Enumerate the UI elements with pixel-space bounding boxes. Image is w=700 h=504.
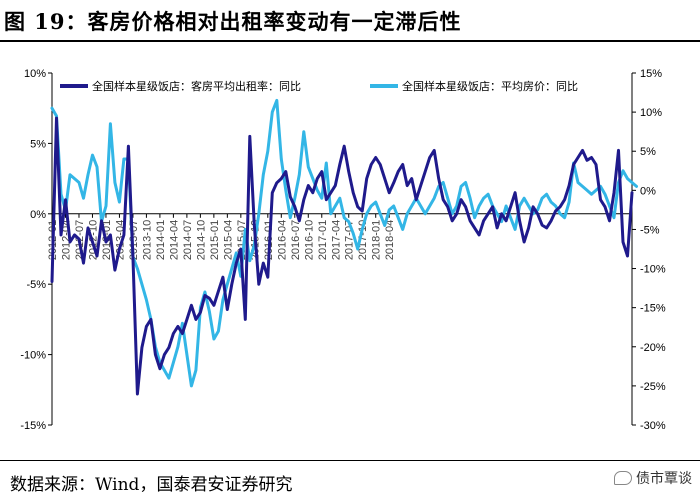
x-tick-label: 2013-10	[141, 220, 153, 260]
y-right-tick-label: -30%	[640, 420, 666, 432]
x-tick-label: 2016-07	[290, 220, 302, 260]
x-tick-label: 2014-10	[195, 220, 207, 260]
y-right-tick-label: -15%	[640, 303, 666, 315]
chart-axes: 10% 5% 0% -5% -10% -15% 15% 10% 5% 0% -5% -10% -15% -…	[20, 68, 666, 432]
x-tick-label: 2018-01	[371, 220, 383, 260]
x-tick-label: 2015-01	[209, 220, 221, 260]
y-right-tick-label: 15%	[640, 68, 662, 80]
source-note: 数据来源：Wind，国泰君安证券研究	[10, 475, 293, 495]
legend-label-2: 全国样本星级饭店：平均房价：同比	[402, 79, 578, 93]
y-right-tick-label: -25%	[640, 381, 666, 393]
y-left-tick-label: 10%	[24, 68, 46, 80]
chart-legend: 全国样本星级饭店：客房平均出租率：同比 全国样本星级饭店：平均房价：同比	[60, 79, 578, 93]
x-tick-label: 2017-01	[317, 220, 329, 260]
source-divider	[0, 460, 700, 461]
y-left-tick-label: -15%	[20, 420, 46, 432]
y-left-tick-label: -10%	[20, 350, 46, 362]
y-left-tick-label: 0%	[30, 209, 46, 221]
wechat-icon	[614, 471, 632, 485]
x-tick-label: 2016-10	[303, 220, 315, 260]
y-right-tick-label: 10%	[640, 107, 662, 119]
legend-label-1: 全国样本星级饭店：客房平均出租率：同比	[92, 79, 301, 93]
x-tick-label: 2017-10	[357, 220, 369, 260]
x-tick-label: 2014-04	[168, 220, 180, 260]
series-line-2	[50, 98, 638, 388]
x-tick-label: 2015-04	[222, 220, 234, 260]
x-tick-label: 2014-01	[155, 220, 167, 260]
chart-series	[50, 98, 638, 396]
y-right-tick-label: 5%	[640, 146, 656, 158]
watermark-text: 债市覃谈	[636, 471, 692, 487]
title-divider	[0, 40, 700, 42]
y-right-tick-label: -5%	[640, 224, 660, 236]
y-right-tick-label: -10%	[640, 264, 666, 276]
line-chart: 10% 5% 0% -5% -10% -15% 15% 10% 5% 0% -5% -10% -15% -…	[20, 68, 666, 432]
y-left-tick-label: 5%	[30, 138, 46, 150]
x-tick-label: 2014-07	[182, 220, 194, 260]
y-right-tick-label: 0%	[640, 185, 656, 197]
watermark: 债市覃谈	[614, 468, 692, 488]
y-left-tick-label: -5%	[26, 279, 46, 291]
series-line-1	[50, 116, 634, 396]
page-title: 图 19：客房价格相对出租率变动有一定滞后性	[4, 9, 462, 34]
x-tick-label: 2018-04	[384, 220, 396, 260]
x-tick-label: 2017-04	[330, 220, 342, 260]
y-right-tick-label: -20%	[640, 342, 666, 354]
x-tick-label: 2016-04	[276, 220, 288, 260]
